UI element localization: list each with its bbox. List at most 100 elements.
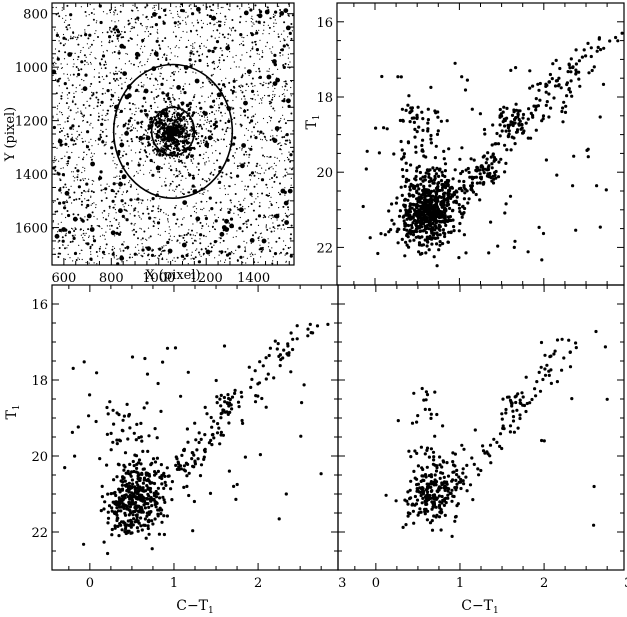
star-point — [84, 167, 86, 169]
star-point — [266, 228, 269, 231]
star-point — [190, 4, 192, 6]
star-point — [447, 179, 451, 183]
star-point — [482, 171, 486, 175]
star-point — [64, 190, 70, 196]
star-point — [81, 258, 83, 261]
star-point — [195, 137, 198, 141]
star-point — [520, 126, 524, 130]
star-point — [193, 96, 196, 98]
star-point — [244, 114, 247, 117]
star-point — [176, 240, 178, 243]
star-point — [210, 433, 214, 437]
star-point — [258, 76, 261, 79]
star-point — [73, 92, 75, 94]
star-point — [231, 89, 235, 94]
star-point — [109, 207, 111, 209]
star-point — [281, 86, 283, 88]
star-point — [77, 67, 79, 70]
star-point — [92, 155, 94, 157]
star-point — [211, 92, 214, 95]
star-point — [402, 227, 406, 231]
star-point — [168, 226, 170, 228]
star-point — [136, 171, 138, 173]
star-point — [228, 257, 231, 260]
star-point — [151, 249, 154, 252]
star-point — [95, 22, 97, 24]
star-point — [247, 129, 249, 131]
star-point — [83, 54, 86, 57]
star-point — [287, 188, 293, 194]
star-point — [174, 128, 177, 131]
star-point — [200, 208, 202, 210]
star-point — [131, 482, 135, 486]
star-point — [117, 40, 120, 42]
star-point — [185, 474, 189, 478]
star-point — [424, 220, 429, 224]
star-point — [206, 201, 208, 203]
star-point — [61, 227, 67, 232]
star-point — [81, 137, 83, 140]
star-point — [184, 120, 186, 122]
star-point — [416, 196, 421, 200]
star-points — [361, 31, 624, 268]
star-point — [66, 117, 69, 120]
star-point — [86, 199, 88, 202]
star-point — [281, 144, 283, 146]
star-point — [463, 88, 468, 92]
star-point — [233, 61, 235, 63]
star-point — [460, 169, 465, 174]
star-point — [64, 142, 68, 146]
star-point — [526, 117, 530, 121]
star-point — [159, 135, 163, 139]
star-point — [137, 84, 140, 86]
star-point — [164, 100, 167, 104]
star-point — [536, 104, 541, 108]
star-point — [182, 188, 184, 190]
star-point — [170, 103, 173, 105]
star-point — [63, 82, 67, 86]
star-point — [199, 242, 202, 245]
star-point — [239, 123, 242, 126]
star-point — [80, 110, 82, 112]
star-point — [277, 33, 279, 35]
star-point — [84, 140, 86, 142]
star-point — [61, 173, 65, 177]
star-point — [267, 86, 269, 89]
star-point — [166, 105, 168, 108]
star-point — [274, 227, 276, 229]
star-point — [287, 14, 290, 17]
star-point — [147, 472, 151, 476]
star-point — [243, 109, 247, 113]
star-point — [250, 135, 252, 138]
star-point — [157, 207, 160, 210]
star-point — [280, 48, 284, 52]
star-point — [403, 197, 407, 201]
star-point — [266, 187, 268, 189]
star-point — [285, 143, 287, 145]
star-point — [272, 59, 277, 64]
star-point — [241, 143, 247, 148]
star-point — [215, 17, 217, 19]
star-point — [271, 177, 273, 179]
star-point — [425, 235, 429, 239]
star-point — [59, 111, 61, 113]
star-point — [182, 145, 184, 147]
star-point — [183, 165, 185, 167]
star-point — [115, 475, 119, 479]
star-point — [412, 208, 417, 212]
star-point — [176, 122, 178, 124]
star-point — [449, 196, 453, 200]
star-point — [58, 131, 61, 133]
star-point — [537, 225, 541, 229]
star-point — [536, 82, 540, 86]
star-point — [120, 87, 123, 90]
star-point — [152, 131, 155, 133]
star-point — [258, 239, 260, 241]
star-point — [144, 64, 146, 66]
star-point — [241, 85, 244, 88]
star-point — [289, 370, 293, 374]
star-point — [103, 78, 105, 80]
star-point — [283, 118, 285, 120]
star-point — [216, 21, 218, 24]
star-point — [279, 51, 282, 54]
